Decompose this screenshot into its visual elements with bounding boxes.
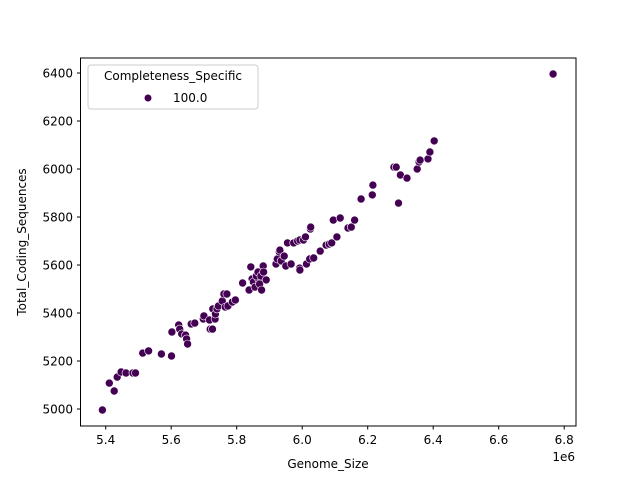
x-axis-ticks: 5.4 5.6 5.8 6.0 6.2 6.4 6.6 6.8 xyxy=(96,426,574,447)
y-tick-label: 6000 xyxy=(42,163,73,177)
legend-title: Completeness_Specific xyxy=(104,69,242,83)
data-point xyxy=(259,267,268,277)
y-tick-label: 5600 xyxy=(42,259,73,273)
data-point xyxy=(257,285,266,295)
data-point xyxy=(391,162,401,172)
y-axis-ticks: 5000 5200 5400 5600 5800 6000 6200 6400 xyxy=(42,67,81,417)
data-point xyxy=(286,259,296,269)
data-point xyxy=(295,265,305,275)
y-axis-label: Total_Coding_Sequences xyxy=(15,168,29,316)
x-tick-label: 6.4 xyxy=(424,433,443,447)
data-point xyxy=(335,213,345,223)
x-tick-label: 6.0 xyxy=(293,433,312,447)
data-point xyxy=(301,232,310,242)
data-point xyxy=(350,215,359,225)
data-point xyxy=(367,190,377,200)
data-point xyxy=(105,378,114,388)
data-point xyxy=(231,295,240,305)
legend-marker-icon xyxy=(144,94,152,102)
data-point xyxy=(356,194,366,204)
x-tick-label: 6.8 xyxy=(555,433,574,447)
y-tick-label: 5000 xyxy=(42,403,73,417)
y-tick-label: 5200 xyxy=(42,355,73,369)
legend: Completeness_Specific 100.0 xyxy=(87,64,259,110)
x-axis-label: Genome_Size xyxy=(287,457,368,471)
data-point xyxy=(238,278,247,288)
data-point xyxy=(306,222,316,232)
data-point xyxy=(131,368,140,378)
x-tick-label: 6.6 xyxy=(489,433,508,447)
data-point xyxy=(425,147,435,157)
data-point xyxy=(183,339,192,349)
data-points xyxy=(98,69,558,415)
data-point xyxy=(246,262,256,272)
x-tick-label: 5.4 xyxy=(96,433,115,447)
y-tick-label: 5800 xyxy=(42,211,73,225)
data-point xyxy=(190,318,200,328)
data-point xyxy=(415,155,425,165)
data-point xyxy=(167,327,177,337)
data-point xyxy=(332,232,342,242)
data-point xyxy=(309,253,319,263)
data-point xyxy=(429,136,439,146)
y-tick-label: 5400 xyxy=(42,307,73,321)
data-point xyxy=(275,245,285,255)
data-point xyxy=(548,69,558,79)
x-tick-label: 6.2 xyxy=(358,433,377,447)
y-tick-label: 6200 xyxy=(42,115,73,129)
data-point xyxy=(315,246,325,256)
y-tick-label: 6400 xyxy=(42,67,73,81)
data-point xyxy=(208,324,217,334)
data-point xyxy=(261,275,271,285)
x-axis-offset-label: 1e6 xyxy=(552,450,575,464)
data-point xyxy=(327,238,337,248)
x-tick-label: 5.8 xyxy=(227,433,246,447)
data-point xyxy=(402,173,412,183)
data-point xyxy=(98,405,107,415)
data-point xyxy=(368,180,378,190)
data-point xyxy=(144,346,153,356)
data-point xyxy=(109,386,119,396)
axes-frame xyxy=(80,57,577,427)
legend-entry-label: 100.0 xyxy=(173,91,207,105)
data-point xyxy=(222,289,232,299)
data-point xyxy=(394,198,403,208)
legend-box xyxy=(87,64,259,110)
data-point xyxy=(157,349,166,359)
data-point xyxy=(279,251,289,261)
data-point xyxy=(167,351,176,361)
x-tick-label: 5.6 xyxy=(162,433,181,447)
data-point xyxy=(346,222,356,232)
